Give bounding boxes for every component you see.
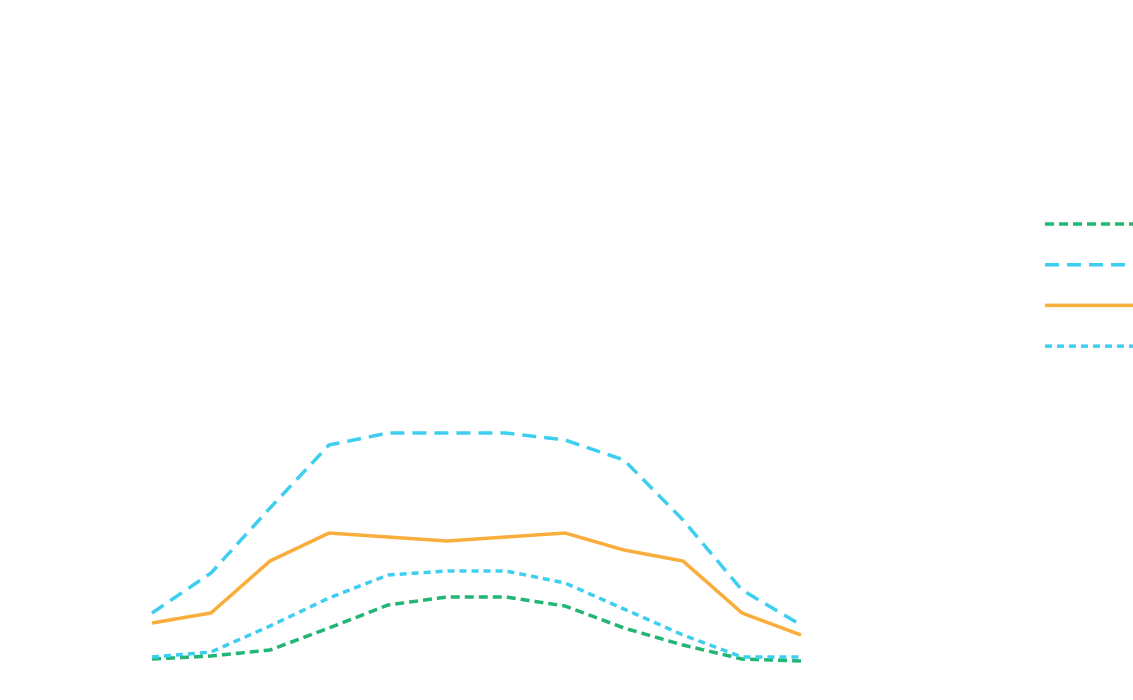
series-line-3: [151, 531, 802, 637]
legend: [1045, 222, 1133, 348]
series-line-1: [151, 595, 802, 663]
plot-area: [151, 431, 802, 663]
series-line-2: [151, 431, 802, 627]
series-line-4: [151, 569, 801, 659]
